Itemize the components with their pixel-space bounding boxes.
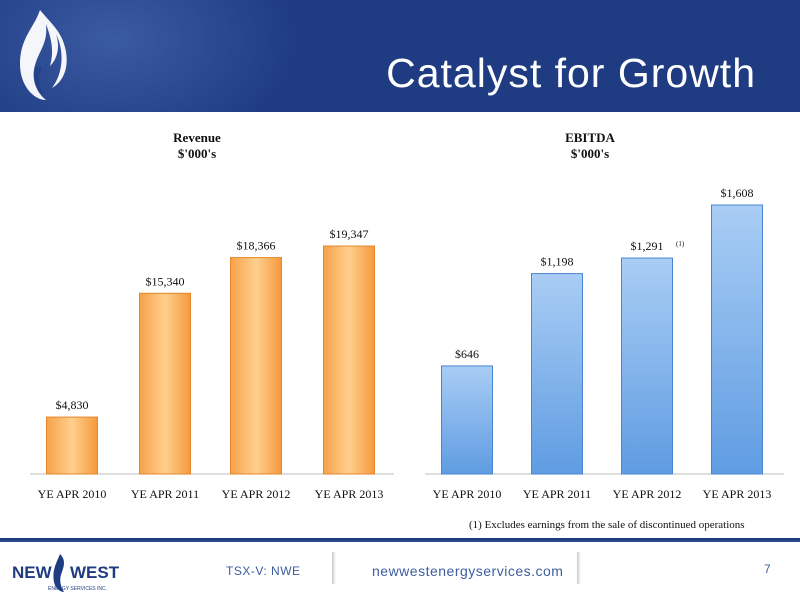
bar	[139, 292, 191, 475]
data-label: $1,198	[541, 255, 574, 269]
logo-text-new: NEW	[12, 563, 53, 582]
data-label: $646	[455, 347, 479, 361]
data-label: $1,291	[631, 239, 664, 253]
ebitda-subtitle: $'000's	[570, 146, 610, 161]
footer-divider	[332, 552, 336, 584]
footer	[0, 538, 800, 600]
logo-text-west: WEST	[70, 563, 120, 582]
x-tick-label: YE APR 2013	[315, 487, 384, 501]
page-number: 7	[764, 562, 771, 576]
x-tick-label: YE APR 2013	[703, 487, 772, 501]
logo-subtext: ENERGY SERVICES INC.	[48, 586, 107, 592]
annotation-mark: (1)	[676, 240, 685, 248]
ebitda-title: EBITDA	[565, 130, 615, 145]
ebitda-chart-title: EBITDA $'000's	[490, 130, 690, 162]
x-tick-label: YE APR 2012	[613, 487, 682, 501]
x-tick-label: YE APR 2011	[523, 487, 591, 501]
bar	[621, 257, 673, 475]
ticker-symbol: TSX-V: NWE	[226, 564, 301, 578]
revenue-subtitle: $'000's	[177, 146, 217, 161]
data-label: $1,608	[721, 186, 754, 200]
bar	[441, 365, 493, 475]
footnote: (1) Excludes earnings from the sale of d…	[469, 519, 745, 531]
bar	[323, 245, 375, 475]
x-tick-label: YE APR 2010	[433, 487, 502, 501]
bar	[230, 257, 282, 475]
footer-rule	[0, 538, 800, 542]
header-banner: Catalyst for Growth	[0, 0, 800, 112]
revenue-chart-title: Revenue $'000's	[97, 130, 297, 162]
flame-icon	[20, 10, 67, 100]
company-logo: NEW WEST ENERGY SERVICES INC.	[12, 554, 120, 592]
footer-divider	[577, 552, 581, 584]
revenue-title: Revenue	[173, 130, 221, 145]
data-label: $15,340	[146, 274, 185, 288]
website-link[interactable]: newwestenergyservices.com	[372, 563, 564, 579]
bar	[711, 204, 763, 475]
bar	[46, 416, 98, 475]
x-tick-label: YE APR 2012	[222, 487, 291, 501]
bar	[531, 273, 583, 475]
ebitda-chart: $646 YE APR 2010 $1,198 YE APR 2011 $1,291 (1…	[425, 186, 784, 501]
data-label: $4,830	[56, 398, 89, 412]
data-label: $19,347	[330, 227, 369, 241]
x-tick-label: YE APR 2011	[131, 487, 199, 501]
page-title: Catalyst for Growth	[386, 50, 756, 96]
data-label: $18,366	[237, 239, 276, 253]
revenue-chart: $4,830 YE APR 2010 $15,340 YE APR 2011 $18,3…	[30, 227, 394, 501]
x-tick-label: YE APR 2010	[38, 487, 107, 501]
bar-charts: $4,830 YE APR 2010 $15,340 YE APR 2011 $18,3…	[30, 186, 784, 501]
